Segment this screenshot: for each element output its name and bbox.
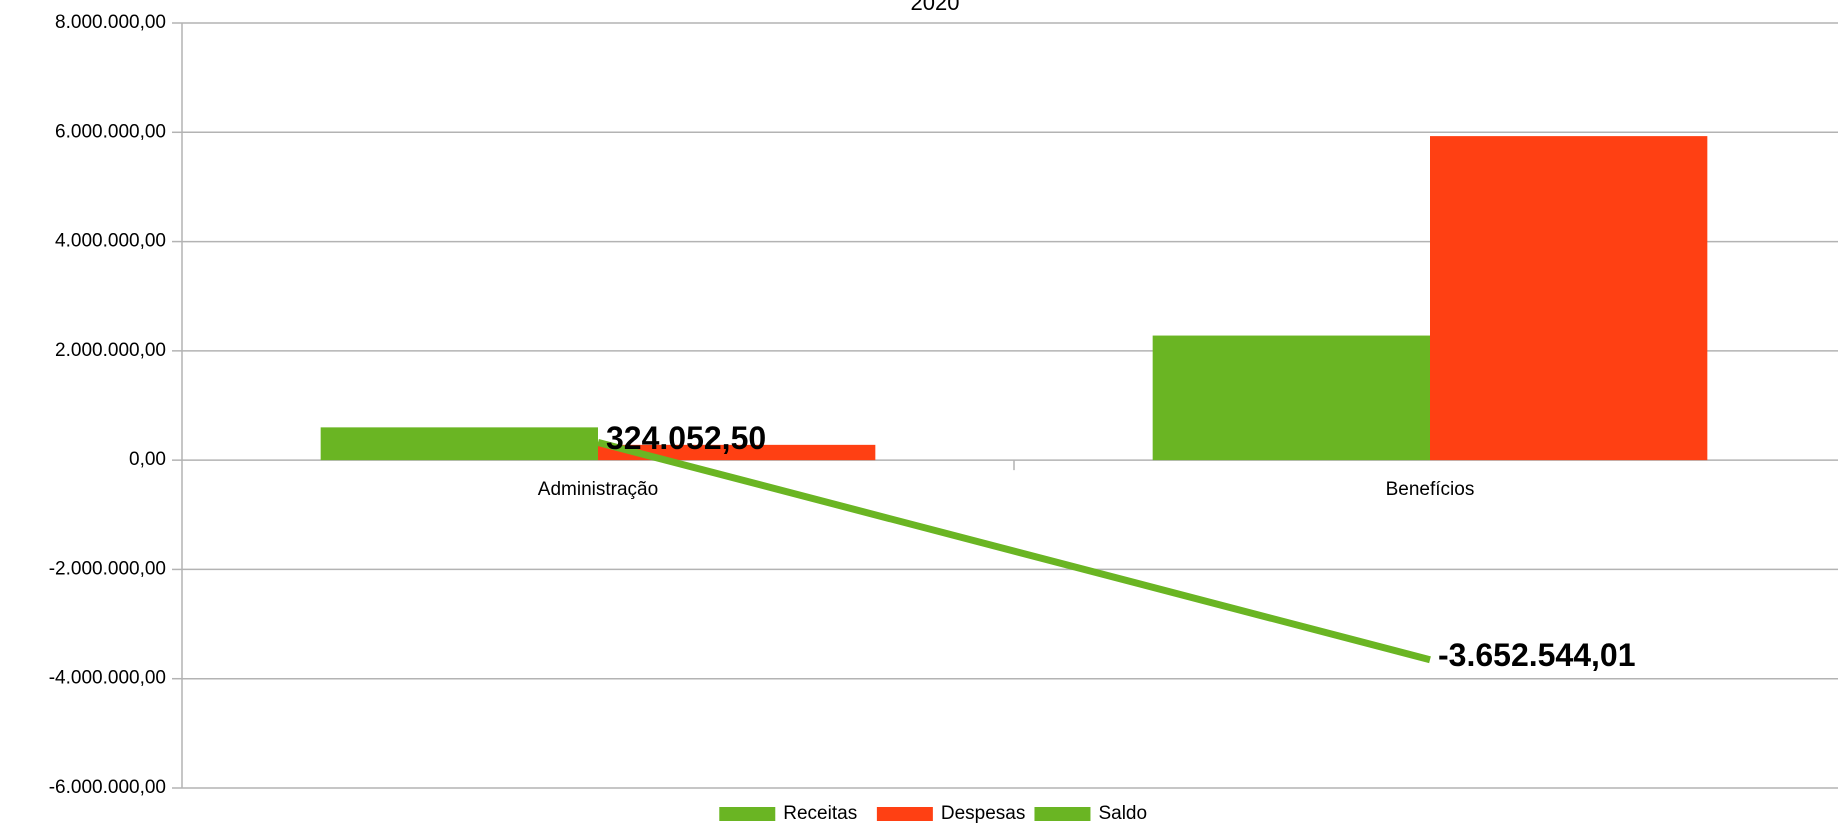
legend-swatch	[719, 807, 776, 821]
y-tick-label: -6.000.000,00	[49, 777, 166, 798]
bar	[1430, 136, 1708, 461]
y-tick-label: 6.000.000,00	[55, 121, 166, 142]
y-tick-label: -2.000.000,00	[49, 558, 166, 579]
x-tick-label: Benefícios	[1386, 479, 1475, 500]
bar	[1152, 335, 1430, 461]
legend-label: Receitas	[783, 803, 857, 824]
data-label: -3.652.544,01	[1438, 637, 1636, 673]
y-tick-label: 4.000.000,00	[55, 231, 166, 252]
bar	[320, 427, 598, 461]
y-tick-label: -4.000.000,00	[49, 668, 166, 689]
line	[597, 439, 1431, 664]
y-tick-label: 0,00	[129, 449, 166, 470]
legend-label: Saldo	[1098, 803, 1147, 824]
y-tick-label: 8.000.000,00	[55, 12, 166, 33]
legend-swatch	[1034, 807, 1091, 821]
chart-title: 2020	[911, 0, 960, 15]
x-tick-label: Administração	[538, 479, 658, 500]
legend-label: Despesas	[941, 803, 1026, 824]
y-tick-label: 2.000.000,00	[55, 340, 166, 361]
legend-swatch	[876, 807, 933, 821]
data-label: 324.052,50	[606, 420, 766, 456]
bar	[598, 444, 876, 461]
